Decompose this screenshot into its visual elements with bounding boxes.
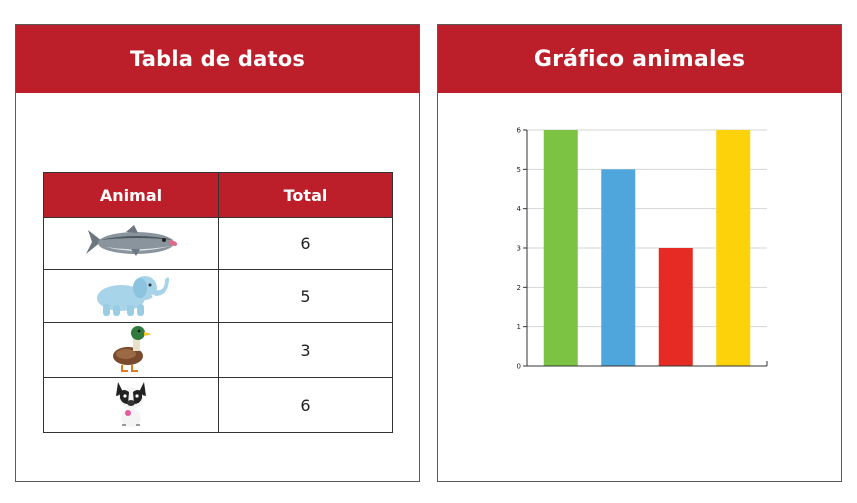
total-cell: 3 [218, 322, 393, 378]
animal-cell [43, 269, 219, 323]
total-cell: 6 [218, 217, 393, 270]
bar-elephant [601, 169, 636, 366]
header-total: Total [218, 172, 393, 218]
bar-fish [543, 130, 578, 366]
table-row: 6 [43, 377, 393, 433]
bar-dog [716, 130, 751, 366]
chart-panel: Gráfico animales 0 1 2 3 4 5 6 [437, 24, 842, 482]
y-tick-label: 2 [517, 284, 521, 292]
header-animal: Animal [43, 172, 219, 218]
data-table-panel: Tabla de datos Animal Total [15, 24, 420, 482]
fish-icon [76, 222, 186, 266]
table-header-row: Animal Total [43, 172, 393, 218]
y-tick-label: 0 [517, 363, 521, 371]
duck-icon [108, 323, 154, 377]
table-row: 5 [43, 269, 393, 323]
animal-cell [43, 322, 219, 378]
elephant-icon [91, 270, 171, 322]
table-row: 3 [43, 322, 393, 378]
bar-chart: 0 1 2 3 4 5 6 [517, 127, 768, 371]
dog-icon [110, 378, 152, 432]
total-cell: 6 [218, 377, 393, 433]
bar-duck [658, 248, 693, 366]
total-cell: 5 [218, 269, 393, 323]
data-table-title: Tabla de datos [16, 25, 419, 93]
y-tick-label: 3 [517, 245, 521, 253]
table-row: 6 [43, 217, 393, 270]
y-tick-label: 4 [517, 205, 522, 213]
animal-cell [43, 377, 219, 433]
y-tick-label: 6 [517, 127, 522, 135]
animal-cell [43, 217, 219, 270]
y-tick-label: 5 [517, 166, 521, 174]
animal-data-table: Animal Total [43, 172, 393, 433]
y-tick-label: 1 [517, 323, 521, 331]
chart-title: Gráfico animales [438, 25, 841, 93]
